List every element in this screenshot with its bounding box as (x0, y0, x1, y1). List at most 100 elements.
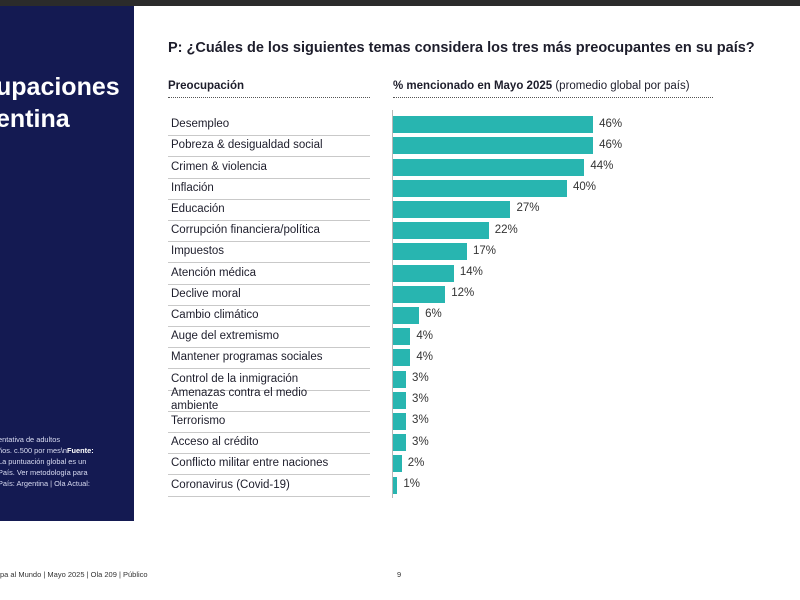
category-label: Desempleo (171, 118, 229, 131)
data-label: 2% (407, 456, 425, 469)
value-header-note: (promedio global por país) (555, 80, 690, 92)
data-label: 22% (494, 223, 518, 236)
category-label: Cambio climático (171, 309, 259, 322)
category-label: Coronavirus (Covid-19) (171, 479, 290, 492)
bar (393, 200, 511, 218)
category-label: Declive moral (171, 288, 241, 301)
category-label: Corrupción financiera/política (171, 224, 320, 237)
row-separator (168, 495, 370, 497)
row-separator (168, 410, 370, 412)
category-header-divider (168, 97, 370, 98)
row-separator (168, 368, 370, 370)
category-label: Acceso al crédito (171, 436, 259, 449)
category-label: Control de la inmigración (171, 373, 298, 386)
category-label-line: Atención médica (171, 266, 257, 279)
bar (393, 455, 402, 473)
note-line: La puntuación global es un (0, 457, 87, 466)
bar (393, 434, 407, 452)
sidebar-title-line1: upaciones (0, 73, 120, 101)
value-column-header: % mencionado en Mayo 2025 (promedio glob… (393, 80, 690, 92)
category-label-line: Corrupción financiera/política (171, 224, 320, 237)
category-label-line: Impuestos (171, 245, 225, 258)
category-label-line: Control de la inmigración (171, 372, 299, 385)
category-label-line: Amenazas contra el medio (171, 387, 308, 400)
row-separator (168, 389, 370, 391)
category-label-line: Educación (171, 202, 225, 215)
bar (393, 306, 420, 324)
category-label: Crimen & violencia (171, 161, 267, 174)
category-label-line: Coronavirus (Covid-19) (171, 478, 290, 491)
bar (393, 391, 407, 409)
category-label: Conflicto militar entre naciones (171, 457, 328, 470)
bar (393, 243, 467, 261)
category-label: Atención médica (171, 267, 256, 280)
category-column-header: Preocupación (168, 80, 244, 92)
category-label-line: Conflicto militar entre naciones (171, 457, 329, 470)
note-line: País. Ver metodología para (0, 468, 88, 477)
data-label: 3% (412, 414, 429, 427)
row-separator (168, 156, 370, 158)
note-line: País: Argentina | Ola Actual: (0, 479, 90, 488)
category-label: Inflación (171, 182, 214, 195)
category-label-line: Crimen & violencia (171, 160, 267, 173)
row-separator (168, 262, 370, 264)
row-separator (168, 198, 370, 200)
data-label: 3% (412, 372, 429, 384)
bar (393, 349, 411, 367)
note-line: ños. c.500 por mes\nFuente: (0, 445, 94, 456)
category-label-line: Declive moral (171, 287, 241, 300)
top-border (0, 0, 800, 6)
category-label: Impuestos (171, 245, 224, 258)
note-line: entativa de adultos (0, 435, 61, 444)
footer-source: pa al Mundo | Mayo 2025 | Ola 209 | Públ… (0, 570, 148, 579)
page-number: 9 (397, 570, 402, 579)
note-line-text: ños. c.500 por mes\n (0, 446, 68, 455)
category-label-line: Terrorismo (171, 414, 226, 427)
data-label: 3% (412, 393, 429, 406)
row-separator (168, 453, 370, 455)
bar (393, 137, 594, 155)
data-label: 27% (516, 202, 540, 215)
bar (393, 158, 585, 176)
bar (393, 285, 446, 303)
data-label: 46% (599, 138, 623, 151)
chart-axis-line (392, 110, 393, 498)
sidebar-note: entativa de adultos ños. c.500 por mes\n… (0, 434, 94, 489)
sidebar-title-line2: entina (0, 105, 70, 133)
chart-title: P: ¿Cuáles de los siguientes temas consi… (168, 40, 755, 56)
category-label-line: Acceso al crédito (171, 436, 259, 449)
data-label: 12% (451, 287, 475, 300)
data-label: 4% (416, 350, 434, 363)
bar (393, 328, 411, 346)
category-label: Amenazas contra el medio ambiente (171, 387, 307, 413)
category-label-line: Inflación (171, 181, 214, 194)
data-label: 46% (599, 117, 623, 130)
category-label-line: Auge del extremismo (171, 330, 280, 343)
category-label-line: ambiente (171, 400, 219, 413)
note-source-label: Fuente: (67, 446, 94, 455)
category-label-line: Desempleo (171, 118, 230, 131)
value-header-text: % mencionado en Mayo 2025 (393, 80, 553, 92)
category-header-text: Preocupación (168, 80, 245, 92)
row-separator (168, 241, 370, 243)
bar (393, 222, 489, 240)
bar (393, 476, 398, 494)
data-label: 1% (403, 478, 420, 490)
row-separator (168, 304, 370, 306)
data-label: 17% (472, 244, 496, 257)
row-separator (168, 177, 370, 179)
bar (393, 370, 407, 388)
value-header-divider (393, 97, 713, 98)
sidebar-title: upaciones entina (0, 71, 120, 135)
sidebar-panel: upaciones entina entativa de adultos ños… (0, 6, 134, 521)
row-separator (168, 283, 370, 285)
category-label: Terrorismo (171, 415, 225, 428)
row-separator (168, 432, 370, 433)
data-label: 14% (459, 266, 483, 278)
data-label: 40% (573, 181, 597, 194)
bar (393, 264, 454, 282)
row-separator (168, 326, 370, 327)
data-label: 4% (416, 329, 434, 342)
bar (393, 412, 407, 430)
bar (393, 179, 567, 197)
